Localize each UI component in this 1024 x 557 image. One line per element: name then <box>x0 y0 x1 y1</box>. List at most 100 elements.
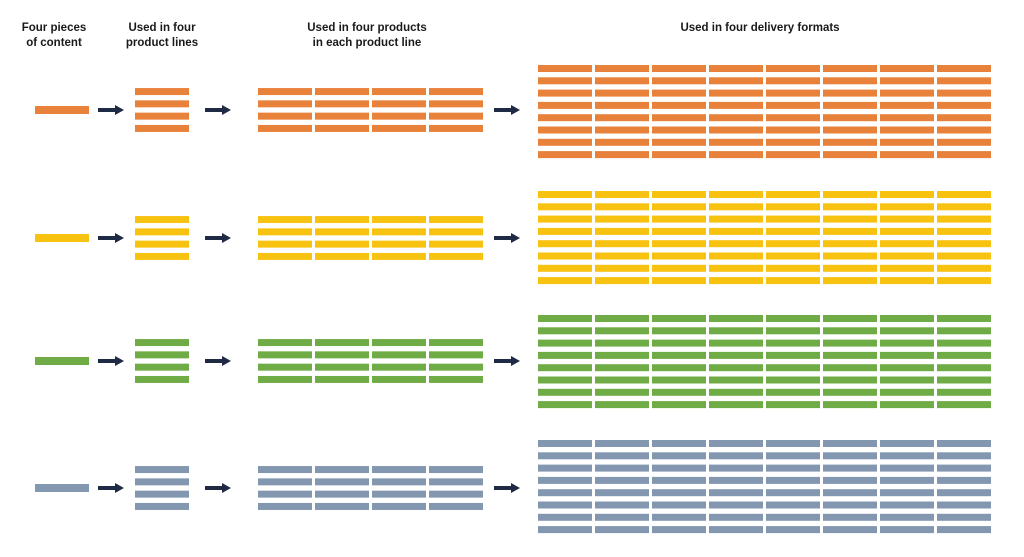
delivery-formats-green-bar <box>709 364 763 372</box>
delivery-formats-yellow-bar <box>652 277 706 285</box>
delivery-formats-green-bar <box>652 364 706 372</box>
product-lines-orange-bar <box>135 124 189 132</box>
products-yellow-bar <box>372 228 426 236</box>
delivery-formats-gray-bar <box>766 440 820 447</box>
delivery-formats-orange-bar <box>766 114 820 122</box>
products-yellow-bar <box>429 240 483 248</box>
products-orange-bar <box>429 124 483 132</box>
arrow-yellow-2 <box>205 233 231 243</box>
products-yellow-bar <box>258 252 312 260</box>
delivery-formats-yellow-bar <box>595 203 649 211</box>
delivery-formats-gray-bar <box>652 476 706 484</box>
delivery-formats-yellow-bar <box>766 252 820 260</box>
delivery-formats-orange-bar <box>766 126 820 134</box>
delivery-formats-orange-bar <box>709 114 763 122</box>
delivery-formats-gray-bar <box>709 440 763 447</box>
products-gray-bar <box>372 466 426 474</box>
delivery-formats-orange-bar <box>652 138 706 146</box>
header-used-in-four-delivery-formats: Used in four delivery formats <box>680 22 840 34</box>
delivery-formats-green-bar <box>538 315 592 322</box>
delivery-formats-green-bar <box>538 351 592 359</box>
delivery-formats-gray-bar <box>595 526 649 534</box>
delivery-formats-gray-bar <box>766 464 820 472</box>
delivery-formats-gray-bar <box>880 489 934 497</box>
arrow-orange-3 <box>494 105 520 115</box>
delivery-formats-yellow-bar <box>823 277 877 285</box>
delivery-formats-gray-bar <box>766 489 820 497</box>
products-orange-bar <box>429 100 483 108</box>
product-lines-gray-bar <box>135 490 189 498</box>
delivery-formats-green-bar <box>823 327 877 335</box>
products-green-bar <box>258 375 312 383</box>
header-used-in-four-products: Used in four products in each product li… <box>307 22 427 49</box>
delivery-formats-gray-bar <box>937 476 991 484</box>
delivery-formats-gray-bar <box>652 452 706 460</box>
content-piece-yellow <box>35 234 89 242</box>
delivery-formats-orange-bar <box>880 89 934 97</box>
delivery-formats-green-bar <box>709 351 763 359</box>
delivery-formats-yellow-bar <box>766 277 820 285</box>
delivery-formats-green-bar <box>652 351 706 359</box>
products-gray-bar <box>315 478 369 486</box>
delivery-formats-yellow-bar <box>595 264 649 272</box>
delivery-formats-orange-bar <box>880 138 934 146</box>
delivery-formats-green-bar <box>937 315 991 322</box>
delivery-formats-gray-bar <box>823 489 877 497</box>
delivery-formats-yellow-bar <box>937 240 991 248</box>
products-orange-bar <box>258 88 312 96</box>
delivery-formats-gray-bar <box>595 513 649 521</box>
delivery-formats-green-bar <box>595 401 649 409</box>
delivery-formats-orange-bar <box>595 101 649 109</box>
delivery-formats-green-bar <box>880 388 934 396</box>
products-yellow-bar <box>258 216 312 224</box>
products-gray-bar <box>315 502 369 510</box>
delivery-formats-orange-bar <box>880 77 934 85</box>
delivery-formats-yellow-bar <box>538 264 592 272</box>
arrow-gray-1 <box>98 483 124 493</box>
delivery-formats-yellow-bar <box>880 203 934 211</box>
products-green-bar <box>372 351 426 359</box>
delivery-formats-yellow-bar <box>937 215 991 223</box>
delivery-formats-yellow-bar <box>709 240 763 248</box>
delivery-formats-yellow-bar <box>823 252 877 260</box>
delivery-formats-green-bar <box>595 339 649 347</box>
delivery-formats-yellow-bar <box>766 191 820 198</box>
delivery-formats-yellow-bar <box>823 240 877 248</box>
delivery-formats-gray-bar <box>880 476 934 484</box>
delivery-formats-gray-bar <box>652 440 706 447</box>
delivery-formats-green-bar <box>823 388 877 396</box>
products-yellow-bar <box>315 216 369 224</box>
delivery-formats-green-bar <box>595 364 649 372</box>
delivery-formats-orange-bar <box>880 65 934 72</box>
delivery-formats-green-bar <box>709 376 763 384</box>
delivery-formats-gray-bar <box>538 513 592 521</box>
delivery-formats-green-bar <box>595 327 649 335</box>
products-yellow-bar <box>315 240 369 248</box>
delivery-formats-green-bar <box>652 339 706 347</box>
delivery-formats-yellow-bar <box>880 277 934 285</box>
delivery-formats-gray-bar <box>823 452 877 460</box>
delivery-formats-orange-bar <box>538 126 592 134</box>
delivery-formats-green-bar <box>766 315 820 322</box>
products-yellow-bar <box>429 216 483 224</box>
delivery-formats-orange-bar <box>880 151 934 159</box>
delivery-formats-gray-bar <box>538 501 592 509</box>
delivery-formats-yellow-bar <box>652 191 706 198</box>
delivery-formats-orange-bar <box>766 65 820 72</box>
delivery-formats-green-bar <box>880 364 934 372</box>
delivery-formats-orange-bar <box>595 89 649 97</box>
delivery-formats-green-bar <box>538 376 592 384</box>
delivery-formats-gray-bar <box>823 464 877 472</box>
product-lines-green-bar <box>135 339 189 347</box>
delivery-formats-gray-bar <box>937 464 991 472</box>
delivery-formats-green-bar <box>880 401 934 409</box>
delivery-formats-gray-bar <box>937 452 991 460</box>
delivery-formats-gray-bar <box>937 513 991 521</box>
delivery-formats-orange-bar <box>937 114 991 122</box>
delivery-formats-yellow-bar <box>937 203 991 211</box>
products-gray-bar <box>372 478 426 486</box>
delivery-formats-yellow-bar <box>880 252 934 260</box>
delivery-formats-gray-bar <box>652 464 706 472</box>
products-green-bar <box>372 339 426 347</box>
delivery-formats-yellow-bar <box>538 215 592 223</box>
